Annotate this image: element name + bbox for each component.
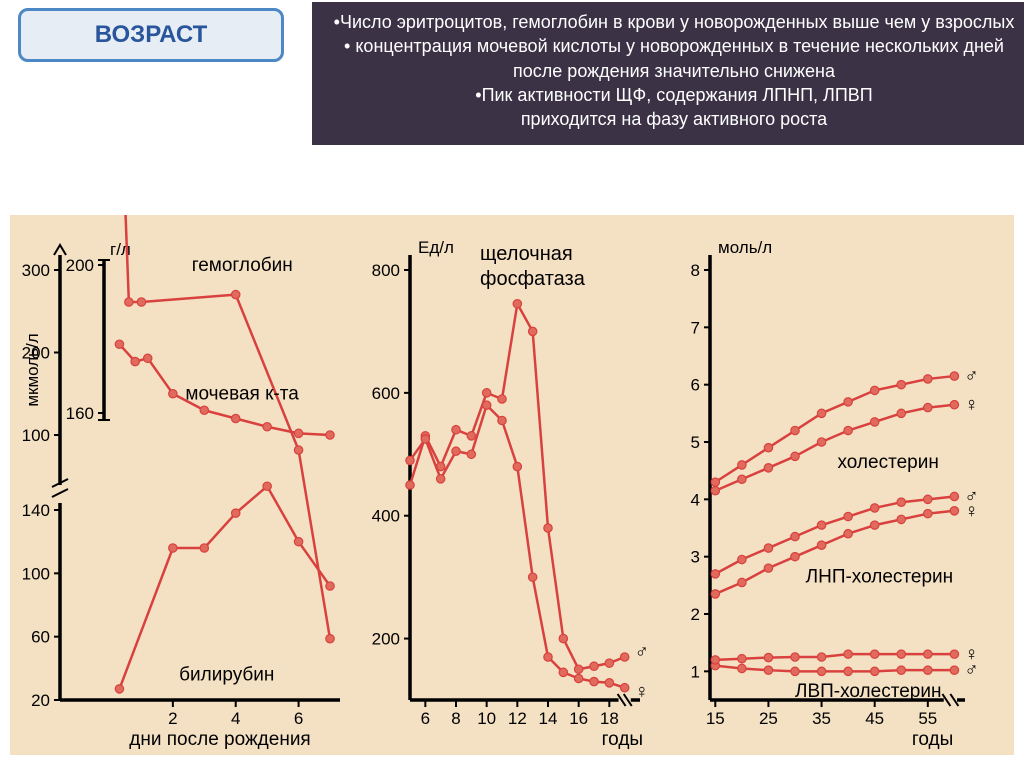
info-panel: •Число эритроцитов, гемоглобин в крови у… xyxy=(312,2,1024,145)
svg-text:моль/л: моль/л xyxy=(718,238,772,257)
svg-text:♀: ♀ xyxy=(964,644,978,665)
svg-text:400: 400 xyxy=(372,507,400,526)
svg-text:4: 4 xyxy=(231,709,240,728)
charts-svg: мкмоль/л100200300г/л1602002060100140246д… xyxy=(10,215,1014,755)
svg-text:10: 10 xyxy=(477,709,496,728)
svg-text:холестерин: холестерин xyxy=(838,452,939,473)
svg-text:ЛНП-холестерин: ЛНП-холестерин xyxy=(806,566,954,587)
svg-text:100: 100 xyxy=(22,564,50,583)
svg-text:ЛВП-холестерин: ЛВП-холестерин xyxy=(795,681,941,702)
svg-text:60: 60 xyxy=(31,628,50,647)
svg-text:200: 200 xyxy=(66,256,94,275)
svg-text:3: 3 xyxy=(691,548,700,567)
svg-text:8: 8 xyxy=(451,709,460,728)
svg-text:4: 4 xyxy=(691,490,700,509)
svg-text:Ед/л: Ед/л xyxy=(418,238,454,257)
title-text: ВОЗРАСТ xyxy=(95,21,207,48)
svg-text:300: 300 xyxy=(22,261,50,280)
svg-text:♀: ♀ xyxy=(635,682,649,703)
svg-text:800: 800 xyxy=(372,261,400,280)
svg-text:щелочная: щелочная xyxy=(480,243,573,265)
svg-text:7: 7 xyxy=(691,318,700,337)
svg-text:1: 1 xyxy=(691,662,700,681)
svg-text:годы: годы xyxy=(602,729,643,750)
svg-text:5: 5 xyxy=(691,433,700,452)
svg-text:♀: ♀ xyxy=(964,395,978,416)
svg-text:200: 200 xyxy=(372,630,400,649)
title-badge: ВОЗРАСТ xyxy=(18,8,284,62)
svg-text:фосфатаза: фосфатаза xyxy=(480,268,586,290)
svg-text:билирубин: билирубин xyxy=(179,665,274,686)
svg-text:15: 15 xyxy=(706,709,725,728)
chart-area: мкмоль/л100200300г/л1602002060100140246д… xyxy=(10,215,1014,755)
svg-text:6: 6 xyxy=(294,709,303,728)
svg-text:♂: ♂ xyxy=(635,642,649,663)
svg-text:35: 35 xyxy=(812,709,831,728)
svg-text:годы: годы xyxy=(912,729,953,750)
svg-text:200: 200 xyxy=(22,344,50,363)
svg-text:25: 25 xyxy=(759,709,778,728)
svg-text:45: 45 xyxy=(865,709,884,728)
svg-text:6: 6 xyxy=(691,376,700,395)
svg-text:160: 160 xyxy=(66,404,94,423)
svg-text:100: 100 xyxy=(22,426,50,445)
svg-text:2: 2 xyxy=(168,709,177,728)
svg-text:гемоглобин: гемоглобин xyxy=(192,255,293,276)
svg-text:6: 6 xyxy=(421,709,430,728)
svg-text:20: 20 xyxy=(31,691,50,710)
svg-text:12: 12 xyxy=(508,709,527,728)
svg-text:18: 18 xyxy=(600,709,619,728)
svg-text:14: 14 xyxy=(539,709,558,728)
svg-text:16: 16 xyxy=(569,709,588,728)
bullet-4: приходится на фазу активного роста xyxy=(324,107,1024,131)
svg-text:♀: ♀ xyxy=(964,501,978,522)
svg-text:600: 600 xyxy=(372,384,400,403)
svg-text:2: 2 xyxy=(691,605,700,624)
svg-text:55: 55 xyxy=(918,709,937,728)
bullet-3: •Пик активности ЩФ, содержания ЛПНП, ЛПВ… xyxy=(324,83,1024,107)
svg-text:♂: ♂ xyxy=(964,366,978,387)
svg-text:дни после рождения: дни после рождения xyxy=(129,729,310,750)
svg-text:мочевая к-та: мочевая к-та xyxy=(185,383,299,404)
svg-text:8: 8 xyxy=(691,261,700,280)
svg-text:140: 140 xyxy=(22,501,50,520)
bullet-1: •Число эритроцитов, гемоглобин в крови у… xyxy=(324,10,1024,34)
bullet-2: • концентрация мочевой кислоты у новорож… xyxy=(324,34,1024,83)
